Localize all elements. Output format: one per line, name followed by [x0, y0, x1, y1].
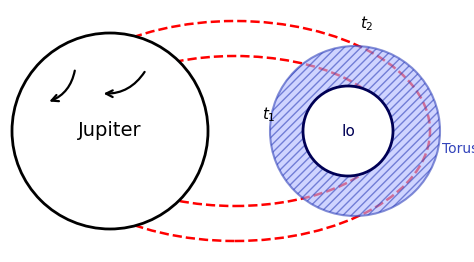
Text: $t_1$: $t_1$	[262, 105, 276, 124]
Text: Io: Io	[341, 123, 355, 139]
Text: $t_2$: $t_2$	[360, 14, 374, 33]
Circle shape	[270, 46, 440, 216]
Circle shape	[12, 33, 208, 229]
Text: Torus: Torus	[442, 142, 474, 156]
Text: Jupiter: Jupiter	[78, 122, 142, 140]
Circle shape	[303, 86, 393, 176]
